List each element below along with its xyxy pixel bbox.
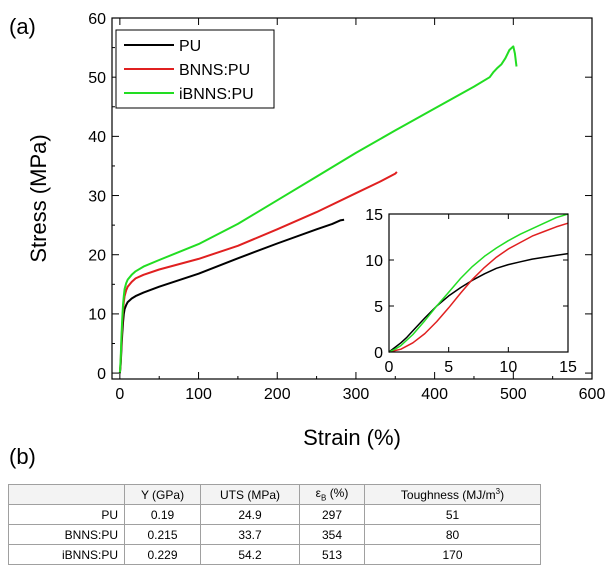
x-axis-label: Strain (%) bbox=[303, 425, 401, 450]
cell-toughness: 170 bbox=[364, 544, 541, 565]
cell-y: 0.215 bbox=[124, 524, 201, 545]
inset-plot-area: 0 5 10 15 0 5 10 15 bbox=[365, 207, 577, 376]
series-line-pu bbox=[118, 218, 345, 374]
inset-y-tick-label: 5 bbox=[374, 299, 383, 316]
properties-table: Y (GPa) UTS (MPa) εB (%) Toughness (MJ/m… bbox=[8, 484, 541, 565]
cell-elongation: 297 bbox=[299, 504, 365, 525]
inset-x-tick-label: 5 bbox=[444, 359, 453, 376]
epsilon-subscript: B bbox=[321, 493, 327, 503]
cell-toughness: 51 bbox=[364, 504, 541, 525]
inset-y-tick-label: 10 bbox=[365, 253, 383, 270]
y-tick-label: 20 bbox=[88, 247, 106, 264]
y-tick-label: 10 bbox=[88, 307, 106, 324]
cell-uts: 24.9 bbox=[200, 504, 300, 525]
inset-x-tick-label: 10 bbox=[499, 359, 517, 376]
inset-series-line-bnnspu bbox=[388, 222, 569, 353]
x-tick-label: 600 bbox=[579, 386, 606, 403]
table-row: BNNS:PU 0.215 33.7 354 80 bbox=[8, 524, 541, 545]
cell-elongation: 513 bbox=[299, 544, 365, 565]
inset-y-tick-label: 0 bbox=[374, 345, 383, 362]
panel-label-a: (a) bbox=[9, 14, 36, 39]
x-tick-label: 200 bbox=[264, 386, 291, 403]
table-row: iBNNS:PU 0.229 54.2 513 170 bbox=[8, 544, 541, 565]
inset-x-tick-label: 0 bbox=[385, 359, 394, 376]
header-toughness-text: Toughness (MJ/m bbox=[400, 488, 496, 502]
cell-uts: 33.7 bbox=[200, 524, 300, 545]
header-y: Y (GPa) bbox=[124, 484, 201, 505]
cell-toughness: 80 bbox=[364, 524, 541, 545]
legend-label: iBNNS:PU bbox=[179, 86, 254, 103]
x-tick-label: 500 bbox=[500, 386, 527, 403]
x-tick-label: 0 bbox=[115, 386, 124, 403]
legend-label: PU bbox=[179, 38, 201, 55]
inset-x-tick-label: 15 bbox=[559, 359, 577, 376]
inset-series-line-ibnnspu bbox=[388, 213, 569, 353]
y-tick-label: 0 bbox=[97, 366, 106, 383]
header-elongation-unit: (%) bbox=[329, 486, 349, 501]
axes-frame bbox=[111, 17, 593, 380]
x-tick-label: 300 bbox=[343, 386, 370, 403]
cell-y: 0.19 bbox=[124, 504, 201, 525]
header-uts: UTS (MPa) bbox=[200, 484, 300, 505]
header-toughness-close: ) bbox=[500, 488, 505, 502]
inset-axes-frame bbox=[388, 213, 569, 353]
table-corner-cell bbox=[8, 484, 125, 505]
inset-inset-background bbox=[389, 214, 568, 352]
x-tick-label: 400 bbox=[421, 386, 448, 403]
x-tick-label: 100 bbox=[185, 386, 212, 403]
header-toughness: Toughness (MJ/m3) bbox=[364, 484, 541, 505]
y-tick-label: 50 bbox=[88, 70, 106, 87]
inset-y-tick-label: 15 bbox=[365, 207, 383, 224]
row-name: iBNNS:PU bbox=[8, 544, 125, 565]
inset-series-line-pu bbox=[388, 252, 569, 353]
y-tick-label: 60 bbox=[88, 11, 106, 28]
epsilon-symbol: ε bbox=[315, 486, 321, 501]
y-tick-label: 30 bbox=[88, 188, 106, 205]
series-line-ibnnspu bbox=[118, 45, 518, 374]
table-header-row: Y (GPa) UTS (MPa) εB (%) Toughness (MJ/m… bbox=[8, 484, 541, 505]
table-row: PU 0.19 24.9 297 51 bbox=[8, 504, 541, 525]
y-axis-label: Stress (MPa) bbox=[26, 134, 51, 262]
row-name: PU bbox=[8, 504, 125, 525]
panel-label-b: (b) bbox=[9, 444, 36, 469]
legend-label: BNNS:PU bbox=[179, 62, 250, 79]
cell-uts: 54.2 bbox=[200, 544, 300, 565]
header-toughness-exp: 3 bbox=[495, 487, 501, 496]
cell-elongation: 354 bbox=[299, 524, 365, 545]
cell-y: 0.229 bbox=[124, 544, 201, 565]
header-elongation: εB (%) bbox=[299, 484, 365, 505]
series-line-bnnspu bbox=[118, 171, 398, 374]
row-name: BNNS:PU bbox=[8, 524, 125, 545]
y-tick-label: 40 bbox=[88, 129, 106, 146]
